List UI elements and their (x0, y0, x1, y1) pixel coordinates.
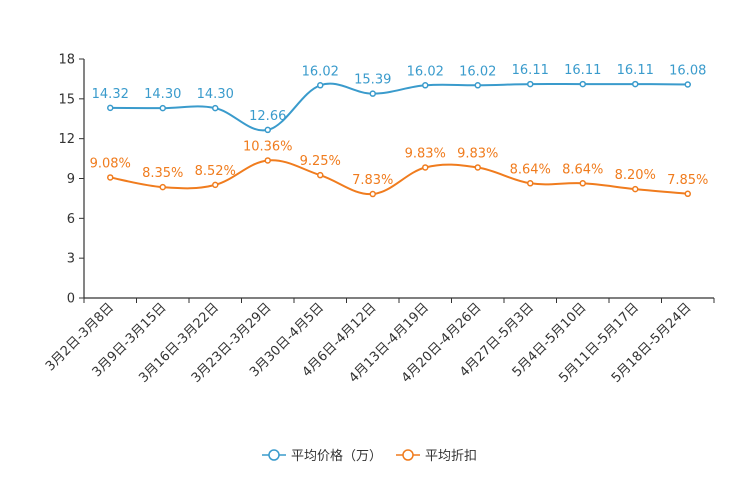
data-point[interactable] (422, 82, 429, 89)
y-axis-ticks: 0 3 6 9 12 15 18 (58, 53, 84, 307)
series-2: 9.08% 8.35% 8.52% 10.36% 9.25% 7.83% 9.83% 9.83… (90, 139, 708, 198)
data-point[interactable] (684, 81, 691, 88)
data-label: 8.52% (195, 164, 236, 179)
data-label: 8.64% (562, 162, 603, 177)
data-label: 16.02 (302, 64, 339, 79)
data-point[interactable] (212, 104, 219, 112)
data-point[interactable] (264, 157, 271, 164)
data-point[interactable] (579, 80, 586, 88)
legend-marker-icon (268, 449, 280, 461)
data-label: 16.02 (407, 64, 444, 79)
legend[interactable]: 平均价格（万） 平均折扣 (262, 448, 477, 464)
series-layer: 14.32 14.30 14.30 12.66 16.02 15.39 16.02 16.02… (90, 63, 708, 198)
y-tick-label: 0 (67, 292, 75, 307)
data-point[interactable] (212, 181, 219, 189)
data-label: 15.39 (354, 73, 391, 88)
data-label: 16.08 (669, 63, 706, 78)
data-point[interactable] (474, 82, 481, 89)
y-tick-label: 9 (67, 172, 75, 187)
x-axis-ticks: 3月2日-3月8日3月9日-3月15日3月16日-3月22日3月23日-3月29… (43, 298, 715, 386)
data-label: 16.11 (564, 63, 601, 78)
data-label: 8.20% (615, 168, 656, 183)
legend-item-2[interactable]: 平均折扣 (396, 449, 477, 464)
data-label: 9.83% (405, 146, 446, 161)
legend-marker-icon (402, 449, 414, 461)
data-point[interactable] (632, 80, 639, 88)
y-tick-label: 15 (58, 92, 75, 107)
y-tick-label: 6 (67, 212, 75, 227)
data-label: 16.11 (617, 63, 654, 78)
data-label: 7.83% (352, 173, 393, 188)
y-tick-label: 12 (58, 132, 75, 147)
y-tick-label: 3 (67, 252, 75, 267)
data-label: 12.66 (249, 109, 286, 124)
data-point[interactable] (527, 80, 534, 88)
data-point[interactable] (369, 90, 376, 97)
legend-item-1[interactable]: 平均价格（万） (262, 448, 382, 464)
data-label: 9.08% (90, 156, 131, 171)
data-label: 8.35% (142, 166, 183, 181)
data-label: 9.83% (457, 146, 498, 161)
data-point[interactable] (422, 164, 429, 171)
data-point[interactable] (474, 164, 481, 171)
data-point[interactable] (527, 180, 534, 187)
data-point[interactable] (317, 82, 324, 89)
data-point[interactable] (159, 104, 166, 112)
data-point[interactable] (159, 183, 166, 191)
series-line (110, 159, 688, 196)
legend-label: 平均折扣 (425, 449, 477, 464)
data-label: 14.30 (144, 87, 181, 102)
legend-label: 平均价格（万） (291, 448, 382, 464)
data-point[interactable] (317, 171, 324, 179)
data-point[interactable] (684, 190, 691, 198)
data-label: 16.02 (459, 64, 496, 79)
data-label: 7.85% (667, 173, 708, 188)
data-point[interactable] (264, 126, 271, 134)
data-point[interactable] (107, 104, 114, 112)
data-label: 10.36% (243, 139, 293, 154)
series-1: 14.32 14.30 14.30 12.66 16.02 15.39 16.02 16.02… (92, 63, 706, 134)
data-label: 8.64% (510, 162, 551, 177)
data-point[interactable] (579, 180, 586, 187)
data-label: 14.30 (197, 87, 234, 102)
data-point[interactable] (632, 185, 639, 193)
data-point[interactable] (107, 174, 114, 181)
data-point[interactable] (369, 190, 376, 198)
data-label: 9.25% (300, 154, 341, 169)
data-label: 16.11 (512, 63, 549, 78)
y-tick-label: 18 (58, 53, 75, 68)
data-label: 14.32 (92, 87, 129, 102)
